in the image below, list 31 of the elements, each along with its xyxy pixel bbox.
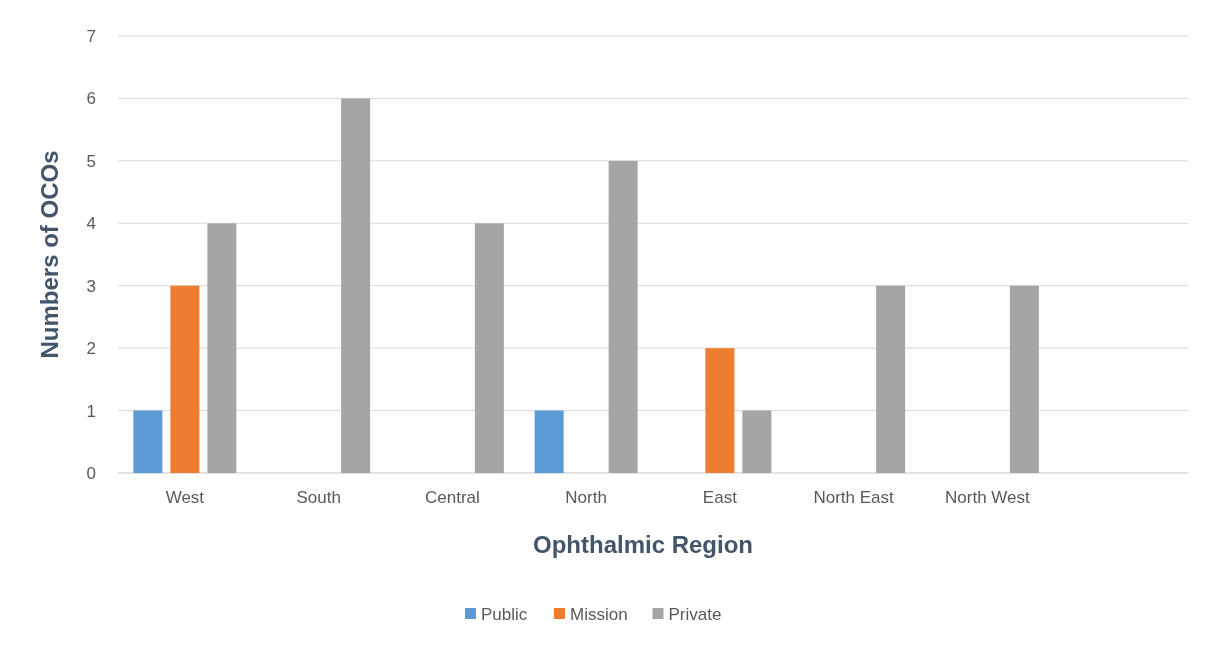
bar (170, 285, 200, 473)
y-tick-label: 5 (86, 151, 96, 171)
x-axis-title: Ophthalmic Region (532, 531, 754, 558)
bar (876, 285, 906, 473)
x-tick-label: West (165, 488, 205, 507)
bar (705, 348, 735, 473)
bar (534, 410, 564, 473)
bar (341, 98, 371, 473)
y-axis-title: Numbers of OCOs (36, 150, 63, 359)
x-tick-label: Central (424, 488, 480, 507)
x-tick-label: North West (945, 488, 1030, 507)
bar (608, 160, 638, 473)
y-tick-label: 4 (86, 214, 96, 234)
legend-label: Public (481, 604, 528, 624)
y-tick-label: 3 (86, 276, 96, 296)
x-tick-label: North (565, 488, 607, 507)
x-tick-label: East (702, 488, 738, 507)
legend-label: Mission (570, 604, 628, 624)
bar (474, 223, 504, 473)
x-tick-label: North East (813, 488, 895, 507)
bar (742, 410, 772, 473)
y-tick-label: 7 (86, 26, 96, 46)
bar (133, 410, 163, 473)
y-tick-label: 2 (86, 339, 96, 359)
bar (207, 223, 237, 473)
x-tick-label: South (296, 488, 341, 507)
legend-label: Private (668, 604, 722, 624)
y-tick-label: 0 (86, 463, 96, 483)
y-tick-label: 1 (86, 401, 96, 421)
y-tick-label: 6 (86, 89, 96, 109)
bar (1009, 285, 1039, 473)
